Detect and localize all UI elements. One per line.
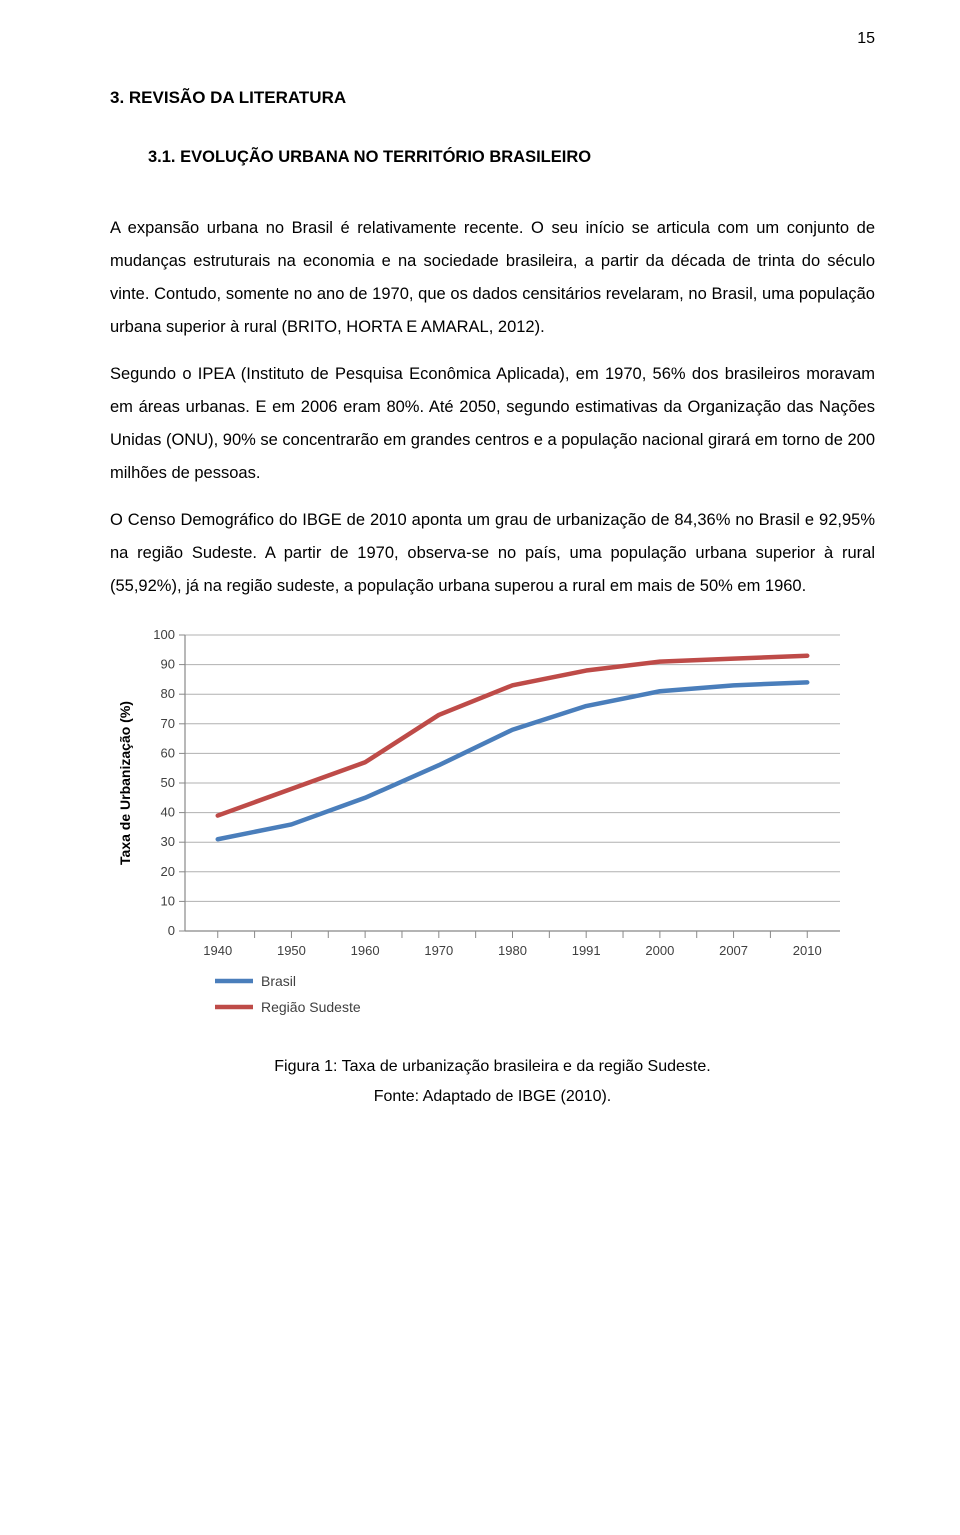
svg-text:10: 10 — [161, 893, 175, 908]
svg-text:2010: 2010 — [793, 943, 822, 958]
svg-text:30: 30 — [161, 834, 175, 849]
svg-text:80: 80 — [161, 686, 175, 701]
paragraph-3: O Censo Demográfico do IBGE de 2010 apon… — [110, 504, 875, 603]
figure-caption: Figura 1: Taxa de urbanização brasileira… — [110, 1052, 875, 1113]
svg-text:1980: 1980 — [498, 943, 527, 958]
svg-text:1960: 1960 — [351, 943, 380, 958]
caption-line-1: Figura 1: Taxa de urbanização brasileira… — [274, 1058, 710, 1075]
svg-text:0: 0 — [168, 923, 175, 938]
svg-text:Brasil: Brasil — [261, 973, 296, 989]
svg-text:2000: 2000 — [645, 943, 674, 958]
svg-text:Taxa de Urbanização (%): Taxa de Urbanização (%) — [117, 701, 133, 865]
svg-text:40: 40 — [161, 805, 175, 820]
svg-text:50: 50 — [161, 775, 175, 790]
svg-text:1950: 1950 — [277, 943, 306, 958]
svg-text:2007: 2007 — [719, 943, 748, 958]
paragraph-2: Segundo o IPEA (Instituto de Pesquisa Ec… — [110, 358, 875, 490]
svg-text:Região Sudeste: Região Sudeste — [261, 999, 361, 1015]
page-number: 15 — [110, 30, 875, 48]
line-chart: 0 10 20 30 40 50 60 70 80 90 100 1940 1950 1960 1970 19… — [90, 621, 875, 1046]
subsection-heading: 3.1. EVOLUÇÃO URBANA NO TERRITÓRIO BRASI… — [148, 148, 875, 167]
svg-text:1970: 1970 — [424, 943, 453, 958]
paragraph-1: A expansão urbana no Brasil é relativame… — [110, 212, 875, 344]
caption-line-2: Fonte: Adaptado de IBGE (2010). — [374, 1088, 612, 1105]
svg-text:20: 20 — [161, 864, 175, 879]
svg-text:1991: 1991 — [572, 943, 601, 958]
section-heading: 3. REVISÃO DA LITERATURA — [110, 88, 875, 108]
chart-svg: 0 10 20 30 40 50 60 70 80 90 100 1940 1950 1960 1970 19… — [90, 621, 860, 1041]
svg-text:1940: 1940 — [203, 943, 232, 958]
svg-text:60: 60 — [161, 745, 175, 760]
svg-text:70: 70 — [161, 716, 175, 731]
svg-text:100: 100 — [153, 627, 175, 642]
svg-text:90: 90 — [161, 657, 175, 672]
